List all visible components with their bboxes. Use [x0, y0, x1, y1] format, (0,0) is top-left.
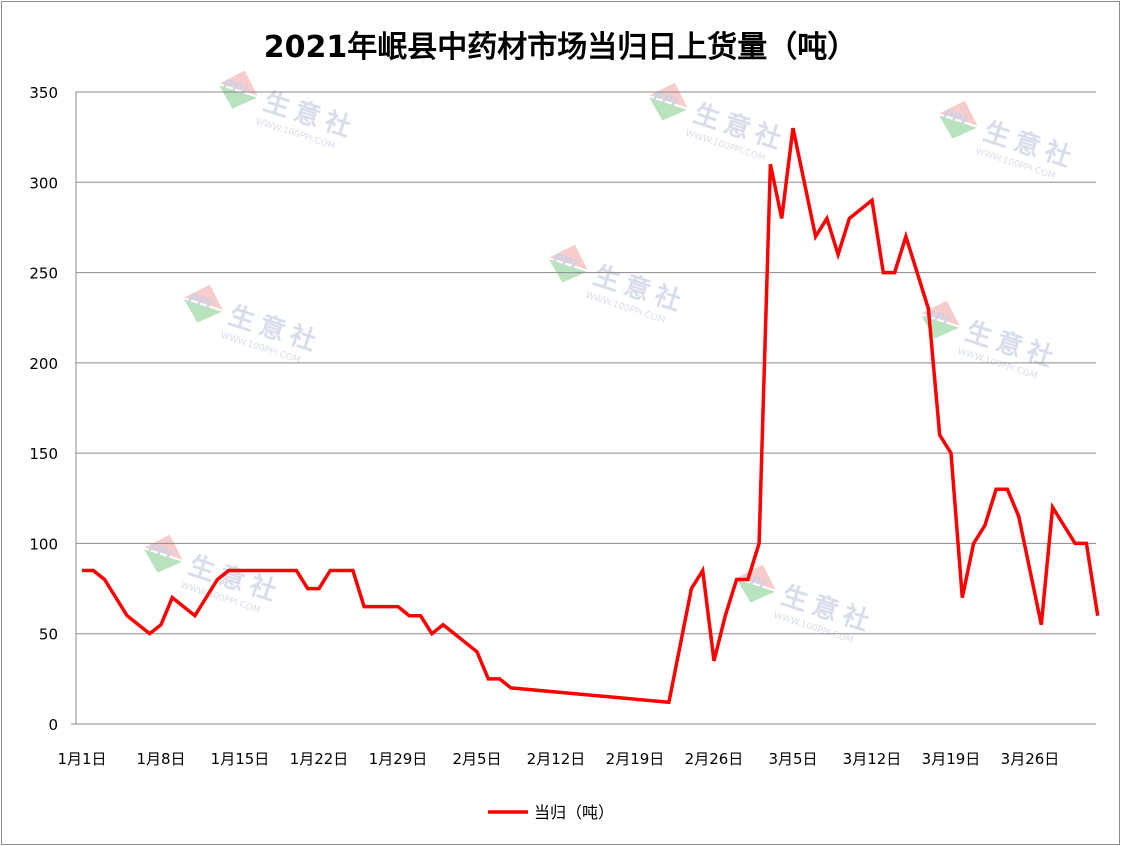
x-tick-label: 1月22日	[290, 750, 349, 768]
data-point	[951, 453, 952, 454]
data-point	[364, 606, 365, 607]
x-tick-label: 2月26日	[685, 750, 744, 768]
y-tick-label: 0	[48, 716, 58, 734]
x-tick-label: 3月12日	[843, 750, 902, 768]
data-point	[894, 272, 895, 273]
data-point	[319, 588, 320, 589]
data-point	[815, 236, 816, 237]
x-tick-label: 3月19日	[922, 750, 981, 768]
data-point	[714, 660, 715, 661]
data-point	[1052, 507, 1053, 508]
data-point	[973, 543, 974, 544]
data-point	[770, 164, 771, 165]
data-point	[161, 624, 162, 625]
y-tick-label: 200	[29, 355, 58, 373]
x-tick-label: 1月1日	[57, 750, 106, 768]
data-point	[1086, 543, 1087, 544]
data-point	[352, 570, 353, 571]
x-tick-label: 1月29日	[369, 750, 428, 768]
legend-label: 当归（吨）	[534, 803, 614, 822]
y-tick-label: 350	[29, 84, 58, 102]
data-point	[905, 236, 906, 237]
data-point	[127, 615, 128, 616]
x-tick-label: 1月8日	[136, 750, 185, 768]
data-point	[1075, 543, 1076, 544]
data-point	[736, 579, 737, 580]
data-point	[984, 525, 985, 526]
data-point	[431, 633, 432, 634]
chart-title: 2021年岷县中药材市场当归日上货量（吨）	[263, 30, 858, 65]
data-point	[826, 218, 827, 219]
y-tick-label: 50	[39, 626, 58, 644]
data-point	[93, 570, 94, 571]
y-tick-label: 300	[29, 174, 58, 192]
data-point	[849, 218, 850, 219]
data-point	[1007, 489, 1008, 490]
x-tick-label: 2月19日	[606, 750, 665, 768]
x-tick-label: 2月12日	[527, 750, 586, 768]
x-tick-label: 2月5日	[452, 750, 501, 768]
x-tick-label: 1月15日	[211, 750, 270, 768]
data-point	[725, 615, 726, 616]
data-point	[510, 687, 511, 688]
data-point	[409, 615, 410, 616]
data-point	[668, 702, 669, 703]
data-point	[420, 615, 421, 616]
data-point	[194, 615, 195, 616]
data-point	[747, 579, 748, 580]
data-point	[172, 597, 173, 598]
data-point	[781, 218, 782, 219]
data-point	[443, 624, 444, 625]
y-tick-label: 100	[29, 535, 58, 553]
data-point	[307, 588, 308, 589]
data-point	[928, 308, 929, 309]
data-point	[488, 678, 489, 679]
y-tick-label: 250	[29, 265, 58, 283]
data-point	[838, 254, 839, 255]
x-tick-label: 3月5日	[768, 750, 817, 768]
data-point	[759, 543, 760, 544]
y-tick-label: 150	[29, 445, 58, 463]
data-point	[793, 128, 794, 129]
data-point	[702, 570, 703, 571]
data-point	[228, 570, 229, 571]
series-line	[82, 127, 1100, 705]
data-point	[691, 588, 692, 589]
data-point	[1097, 615, 1098, 616]
data-point	[883, 272, 884, 273]
data-point	[1041, 624, 1042, 625]
data-point	[1018, 516, 1019, 517]
x-tick-label: 3月26日	[1001, 750, 1060, 768]
data-point	[104, 579, 105, 580]
data-point	[82, 570, 83, 571]
data-point	[939, 435, 940, 436]
data-point	[330, 570, 331, 571]
data-point	[872, 200, 873, 201]
data-point	[499, 678, 500, 679]
data-point	[996, 489, 997, 490]
data-point	[477, 651, 478, 652]
data-point	[398, 606, 399, 607]
data-point	[962, 597, 963, 598]
data-point	[149, 633, 150, 634]
data-point	[217, 579, 218, 580]
data-point	[296, 570, 297, 571]
